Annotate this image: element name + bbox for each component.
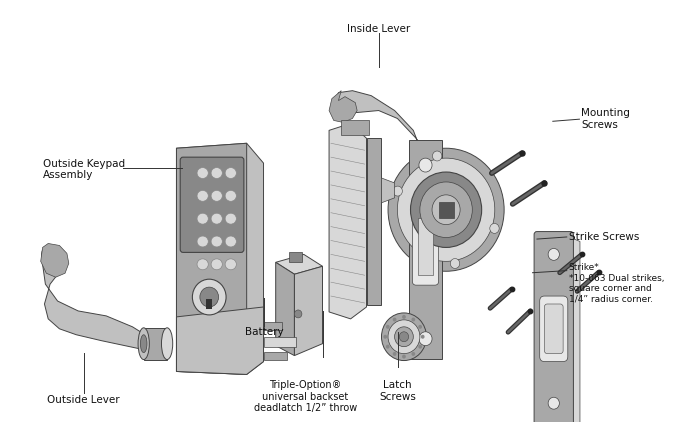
Circle shape: [412, 318, 415, 321]
Polygon shape: [336, 91, 451, 180]
FancyBboxPatch shape: [180, 157, 244, 252]
Polygon shape: [276, 262, 294, 356]
Polygon shape: [177, 307, 263, 374]
Bar: [263, 322, 282, 330]
Ellipse shape: [197, 236, 209, 247]
Circle shape: [383, 335, 387, 339]
Circle shape: [388, 320, 420, 354]
Ellipse shape: [197, 213, 209, 224]
Text: Outside Keypad
Assembly: Outside Keypad Assembly: [43, 159, 125, 181]
Circle shape: [432, 195, 460, 225]
Text: Triple-Option®
universal backset
deadlatch 1/2” throw: Triple-Option® universal backset deadlat…: [254, 380, 357, 413]
Polygon shape: [177, 143, 263, 374]
Circle shape: [294, 310, 302, 318]
Circle shape: [433, 151, 442, 161]
Polygon shape: [294, 266, 322, 356]
Polygon shape: [43, 248, 148, 351]
Ellipse shape: [211, 167, 222, 179]
Ellipse shape: [225, 167, 236, 179]
Circle shape: [419, 158, 432, 172]
Bar: [409, 140, 442, 359]
Circle shape: [402, 354, 406, 359]
Text: Inside Lever: Inside Lever: [347, 24, 410, 34]
Text: Strike*
*10-063 Dual strikes,
square corner and
1/4” radius corner.: Strike* *10-063 Dual strikes, square cor…: [569, 263, 664, 303]
Circle shape: [418, 345, 422, 349]
Polygon shape: [329, 123, 366, 319]
Circle shape: [382, 313, 427, 360]
Circle shape: [402, 315, 406, 319]
Circle shape: [548, 248, 559, 260]
Text: Strike Screws: Strike Screws: [569, 232, 639, 242]
Circle shape: [412, 352, 415, 356]
Text: Latch
Screws: Latch Screws: [379, 380, 416, 402]
Ellipse shape: [225, 259, 236, 270]
FancyBboxPatch shape: [544, 304, 563, 354]
Circle shape: [418, 325, 422, 329]
Circle shape: [410, 172, 481, 248]
Bar: [263, 337, 297, 347]
Ellipse shape: [211, 190, 222, 201]
Circle shape: [548, 397, 559, 409]
Circle shape: [489, 223, 499, 233]
Circle shape: [399, 332, 409, 342]
Bar: [144, 328, 167, 360]
Bar: [289, 252, 302, 262]
Circle shape: [420, 182, 473, 237]
Circle shape: [200, 287, 219, 307]
Bar: [418, 218, 433, 275]
Circle shape: [393, 318, 397, 321]
FancyBboxPatch shape: [534, 232, 573, 424]
Text: Mounting
Screws: Mounting Screws: [582, 109, 630, 130]
Ellipse shape: [225, 190, 236, 201]
Bar: [439, 202, 454, 218]
FancyBboxPatch shape: [540, 296, 568, 362]
FancyBboxPatch shape: [412, 208, 439, 285]
Polygon shape: [276, 254, 322, 274]
Polygon shape: [382, 178, 395, 203]
Ellipse shape: [197, 167, 209, 179]
Ellipse shape: [197, 259, 209, 270]
Circle shape: [393, 186, 402, 196]
Bar: [366, 138, 382, 305]
Circle shape: [419, 332, 432, 346]
Ellipse shape: [225, 213, 236, 224]
Circle shape: [386, 345, 390, 349]
Bar: [263, 351, 287, 360]
Ellipse shape: [162, 328, 173, 360]
Ellipse shape: [140, 335, 147, 353]
Ellipse shape: [197, 190, 209, 201]
Polygon shape: [177, 143, 246, 374]
Circle shape: [450, 259, 460, 268]
Circle shape: [386, 325, 390, 329]
Circle shape: [421, 335, 424, 339]
Polygon shape: [329, 91, 357, 123]
Ellipse shape: [225, 236, 236, 247]
Ellipse shape: [211, 236, 222, 247]
Circle shape: [192, 279, 226, 315]
Text: Outside Lever: Outside Lever: [47, 395, 120, 405]
Polygon shape: [571, 237, 580, 424]
Ellipse shape: [211, 213, 222, 224]
Text: Battery: Battery: [245, 327, 284, 338]
Bar: [341, 120, 370, 135]
Circle shape: [397, 158, 495, 261]
Circle shape: [395, 327, 414, 347]
Circle shape: [388, 148, 504, 271]
Polygon shape: [41, 243, 69, 277]
Ellipse shape: [211, 259, 222, 270]
Ellipse shape: [138, 328, 150, 360]
Circle shape: [393, 352, 397, 356]
Bar: [206, 299, 212, 309]
